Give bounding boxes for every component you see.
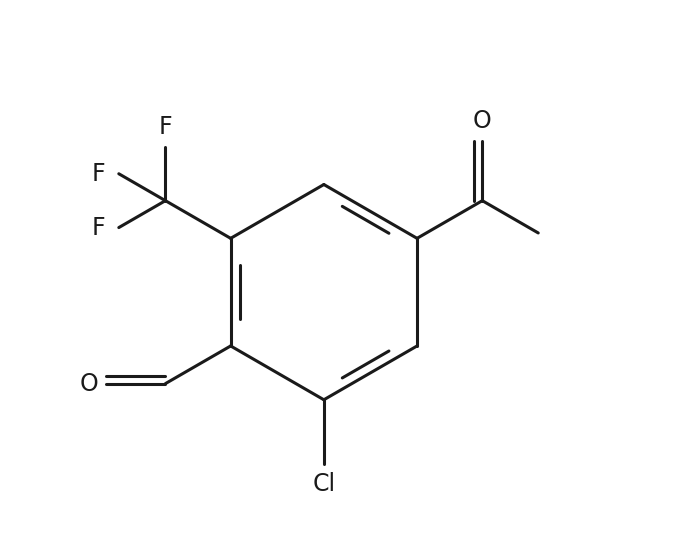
Text: F: F: [92, 216, 105, 240]
Text: Cl: Cl: [312, 473, 335, 496]
Text: F: F: [158, 115, 172, 139]
Text: O: O: [473, 109, 492, 134]
Text: F: F: [92, 162, 105, 186]
Text: O: O: [80, 371, 98, 396]
